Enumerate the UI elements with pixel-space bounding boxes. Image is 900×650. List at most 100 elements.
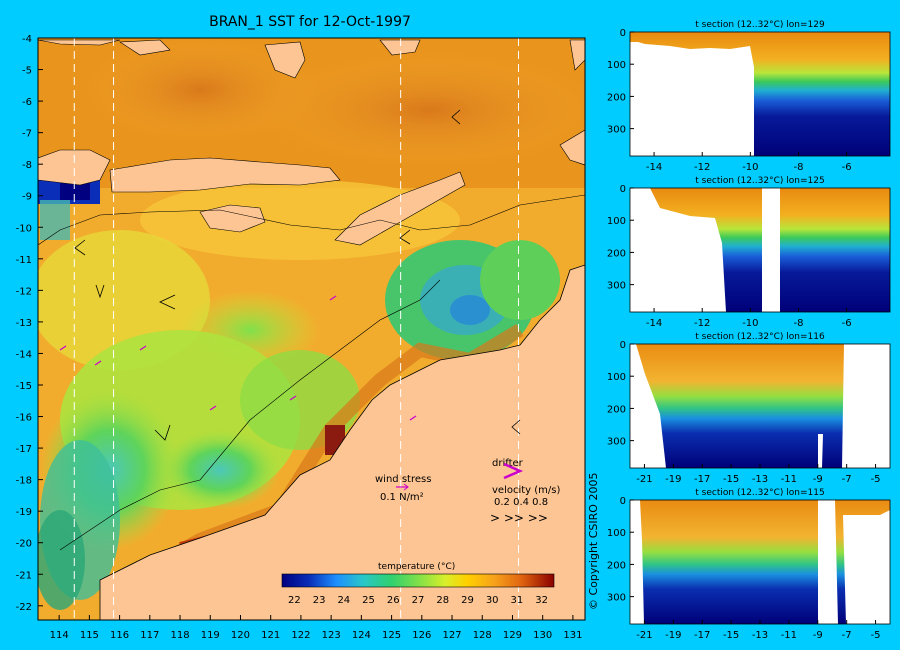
map-y-tick-label: -4 (22, 34, 32, 45)
section-x-tick-label: -8 (794, 318, 804, 329)
colorbar-tick-label: 23 (313, 595, 326, 606)
section-land-mask (630, 500, 890, 624)
colorbar-tick-label: 28 (436, 595, 449, 606)
section-x-tick-label: -7 (842, 630, 852, 641)
section-x-tick-label: -12 (694, 318, 710, 329)
map-y-tick-label: -10 (16, 223, 32, 234)
map-x-tick-label: 117 (140, 630, 159, 641)
map-y-tick-label: -6 (22, 97, 32, 108)
section-x-tick-label: -10 (742, 318, 758, 329)
section-title: t section (12..32°C) lon=125 (695, 176, 824, 186)
section-x-tick-label: -10 (742, 162, 758, 173)
section-title: t section (12..32°C) lon=129 (695, 20, 825, 30)
section-frame (629, 31, 891, 157)
colorbar-tick-label: 31 (511, 595, 524, 606)
wind-stress-unit: 0.1 N/m² (380, 492, 424, 503)
map-x-tick-label: 122 (291, 630, 310, 641)
drifter-arrow-icon (503, 462, 524, 480)
section-x-tick-label: -9 (813, 474, 823, 485)
map-y-tick-label: -9 (22, 192, 32, 203)
map-y-tick-label: -8 (22, 160, 32, 171)
section-y-tick-label: 200 (607, 92, 626, 103)
map-x-tick-label: 116 (110, 630, 129, 641)
colorbar-tick-label: 29 (461, 595, 474, 606)
map-x-tick-label: 131 (563, 630, 582, 641)
velocity-label: velocity (m/s) (492, 485, 560, 496)
section-land-mask (630, 344, 890, 468)
map-x-tick-label: 129 (503, 630, 522, 641)
drifter-markers (59, 295, 417, 421)
section-x-tick-label: -14 (646, 162, 662, 173)
map-x-tick-label: 115 (80, 630, 99, 641)
colorbar-label: temperature (°C) (378, 562, 455, 572)
section-x-tick-label: -12 (694, 162, 710, 173)
colorbar-tick-label: 24 (337, 595, 350, 606)
map-y-tick-label: -21 (16, 570, 32, 581)
map-x-tick-label: 125 (382, 630, 401, 641)
colorbar-tick-label: 32 (535, 595, 548, 606)
map-y-tick-label: -19 (16, 507, 32, 518)
map-y-tick-label: -5 (22, 66, 32, 77)
section-y-tick-label: 0 (620, 340, 626, 351)
map-x-tick-label: 124 (352, 630, 371, 641)
island-lesser-sunda (109, 157, 341, 193)
map-x-tick-label: 120 (231, 630, 250, 641)
island-timor (334, 171, 466, 246)
map-x-tick-label: 128 (473, 630, 492, 641)
colorbar-ticks: 22 23 24 25 26 27 28 29 30 31 32 (288, 595, 548, 606)
map-x-tick-label: 123 (322, 630, 341, 641)
section-y-tick-label: 100 (607, 372, 626, 383)
colorbar-tick-label: 27 (412, 595, 425, 606)
map-y-tick-label: -22 (16, 602, 32, 613)
map-frame (37, 37, 586, 621)
map-y-tick-label: -14 (16, 349, 32, 360)
island-sumba (199, 204, 266, 233)
map-y-tick-label: -17 (16, 444, 32, 455)
map-x-tick-label: 118 (170, 630, 189, 641)
map-x-tick-label: 119 (201, 630, 220, 641)
section-panel: t section (12..32°C) lon=125 0 100 200 300 -1… (607, 176, 891, 329)
map-x-tick-label: 126 (412, 630, 431, 641)
map-y-tick-label: -7 (22, 129, 32, 140)
section-x-tick-label: -15 (723, 630, 739, 641)
map-y-tick-label: -20 (16, 539, 32, 550)
map-x-axis: 114 115 116 117 118 119 120 121 122 123 124 125 126 1… (50, 615, 582, 641)
australia-land (99, 264, 585, 620)
section-panel: t section (12..32°C) lon=129 0 100 200 300 -1… (607, 20, 891, 173)
section-y-tick-label: 300 (607, 593, 626, 604)
map-y-tick-label: -11 (16, 255, 32, 266)
section-x-tick-label: -8 (794, 162, 804, 173)
velocity-scale: 0.2 0.4 0.8 (494, 497, 548, 508)
section-panels: t section (12..32°C) lon=129 0 100 200 300 -1… (607, 20, 891, 641)
section-x-tick-label: -6 (842, 318, 852, 329)
colorbar-tick-label: 26 (387, 595, 400, 606)
section-x-tick-label: -13 (752, 630, 768, 641)
section-x-tick-label: -17 (694, 630, 710, 641)
section-x-tick-label: -17 (694, 474, 710, 485)
section-x-tick-label: -5 (871, 630, 881, 641)
section-x-tick-label: -9 (813, 630, 823, 641)
section-x-tick-label: -21 (636, 630, 652, 641)
map-y-tick-label: -16 (16, 413, 32, 424)
section-x-tick-label: -15 (723, 474, 739, 485)
section-x-tick-label: -7 (842, 474, 852, 485)
section-title: t section (12..32°C) lon=115 (695, 488, 824, 498)
section-y-tick-label: 300 (607, 125, 626, 136)
section-x-tick-label: -6 (842, 162, 852, 173)
section-land-mask (630, 42, 754, 156)
island-java (38, 149, 111, 186)
wind-stress-label: wind stress (375, 474, 431, 485)
map-y-tick-label: -13 (16, 318, 32, 329)
section-panel: t section (12..32°C) lon=116 0 100 200 300 -2… (607, 332, 891, 485)
section-y-tick-label: 100 (607, 216, 626, 227)
section-y-tick-label: 200 (607, 248, 626, 259)
section-y-tick-label: 200 (607, 404, 626, 415)
section-land-mask (630, 188, 780, 312)
map-y-tick-label: -18 (16, 476, 32, 487)
map-x-tick-label: 127 (442, 630, 461, 641)
section-frame (629, 187, 891, 313)
map-x-tick-label: 130 (533, 630, 552, 641)
sst-field (38, 38, 585, 620)
section-x-tick-label: -21 (636, 474, 652, 485)
